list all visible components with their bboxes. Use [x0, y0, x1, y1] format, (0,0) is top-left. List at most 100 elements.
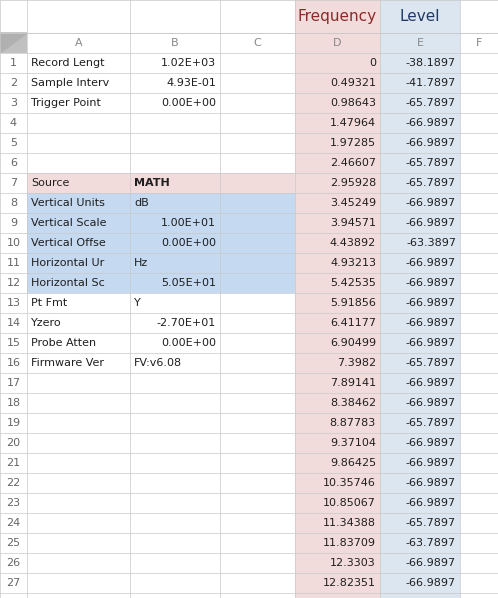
Text: 21: 21 [6, 458, 20, 468]
Text: -63.7897: -63.7897 [406, 538, 456, 548]
Text: 10.85067: 10.85067 [323, 498, 376, 508]
Text: 4.43892: 4.43892 [330, 238, 376, 248]
Text: 6: 6 [10, 158, 17, 168]
Bar [27, 233, 295, 253]
Bar [0, 33, 27, 53]
Text: 5.42535: 5.42535 [330, 278, 376, 288]
Text: 1.47964: 1.47964 [330, 118, 376, 128]
Text: Y: Y [134, 298, 141, 308]
Text: 2.95928: 2.95928 [330, 178, 376, 188]
Text: -65.7897: -65.7897 [406, 98, 456, 108]
Text: -66.9897: -66.9897 [406, 218, 456, 228]
Text: Probe Atten: Probe Atten [31, 338, 96, 348]
Text: Frequency: Frequency [298, 9, 377, 24]
Text: Horizontal Ur: Horizontal Ur [31, 258, 104, 268]
Text: 6.41177: 6.41177 [330, 318, 376, 328]
Text: 25: 25 [6, 538, 20, 548]
Text: 9.86425: 9.86425 [330, 458, 376, 468]
Text: 3: 3 [10, 98, 17, 108]
Text: 11: 11 [6, 258, 20, 268]
Text: Pt Fmt: Pt Fmt [31, 298, 67, 308]
Text: -66.9897: -66.9897 [406, 138, 456, 148]
Text: Vertical Units: Vertical Units [31, 198, 105, 208]
Text: 3.94571: 3.94571 [330, 218, 376, 228]
Text: 27: 27 [6, 578, 20, 588]
Text: 16: 16 [6, 358, 20, 368]
Text: -66.9897: -66.9897 [406, 298, 456, 308]
Text: -66.9897: -66.9897 [406, 258, 456, 268]
Text: 22: 22 [6, 478, 20, 488]
Text: 1.00E+01: 1.00E+01 [161, 218, 216, 228]
Text: 5.05E+01: 5.05E+01 [161, 278, 216, 288]
Text: B: B [171, 38, 179, 48]
Text: -66.9897: -66.9897 [406, 318, 456, 328]
Text: -66.9897: -66.9897 [406, 458, 456, 468]
Text: Level: Level [400, 9, 440, 24]
Text: FV:v6.08: FV:v6.08 [134, 358, 182, 368]
Text: 10.35746: 10.35746 [323, 478, 376, 488]
Text: -66.9897: -66.9897 [406, 578, 456, 588]
Text: 12: 12 [6, 278, 20, 288]
Bar [27, 193, 295, 213]
Text: Yzero: Yzero [31, 318, 62, 328]
Text: Trigger Point: Trigger Point [31, 98, 101, 108]
Text: 12.82351: 12.82351 [323, 578, 376, 588]
Text: 4: 4 [10, 118, 17, 128]
Text: 10: 10 [6, 238, 20, 248]
Text: -66.9897: -66.9897 [406, 278, 456, 288]
Text: MATH: MATH [134, 178, 170, 188]
Text: Hz: Hz [134, 258, 148, 268]
Text: 0.98643: 0.98643 [330, 98, 376, 108]
Text: 0: 0 [369, 58, 376, 68]
Text: -63.3897: -63.3897 [406, 238, 456, 248]
Text: 4.93E-01: 4.93E-01 [166, 78, 216, 88]
Text: -65.7897: -65.7897 [406, 158, 456, 168]
Text: -66.9897: -66.9897 [406, 498, 456, 508]
Text: -66.9897: -66.9897 [406, 338, 456, 348]
Text: 0.00E+00: 0.00E+00 [161, 238, 216, 248]
Bar [27, 213, 295, 233]
Text: -66.9897: -66.9897 [406, 378, 456, 388]
Text: 8: 8 [10, 198, 17, 208]
Text: -66.9897: -66.9897 [406, 558, 456, 568]
Text: Vertical Offse: Vertical Offse [31, 238, 106, 248]
Text: F: F [476, 38, 482, 48]
Text: 7.3982: 7.3982 [337, 358, 376, 368]
Text: 2.46607: 2.46607 [330, 158, 376, 168]
Bar [295, 0, 380, 598]
Text: Source: Source [31, 178, 69, 188]
Text: Horizontal Sc: Horizontal Sc [31, 278, 105, 288]
Text: -41.7897: -41.7897 [406, 78, 456, 88]
Text: 11.83709: 11.83709 [323, 538, 376, 548]
Text: -65.7897: -65.7897 [406, 358, 456, 368]
Text: 13: 13 [6, 298, 20, 308]
Text: 8.87783: 8.87783 [330, 418, 376, 428]
Text: 7: 7 [10, 178, 17, 188]
Text: -2.70E+01: -2.70E+01 [157, 318, 216, 328]
Text: 23: 23 [6, 498, 20, 508]
Text: 12.3303: 12.3303 [330, 558, 376, 568]
Text: 19: 19 [6, 418, 20, 428]
Text: 6.90499: 6.90499 [330, 338, 376, 348]
Text: 9.37104: 9.37104 [330, 438, 376, 448]
Text: C: C [253, 38, 261, 48]
Text: 26: 26 [6, 558, 20, 568]
Text: Sample Interv: Sample Interv [31, 78, 109, 88]
Text: 8.38462: 8.38462 [330, 398, 376, 408]
Text: 15: 15 [6, 338, 20, 348]
Text: 18: 18 [6, 398, 20, 408]
Text: 7.89141: 7.89141 [330, 378, 376, 388]
Text: A: A [75, 38, 82, 48]
Text: 2: 2 [10, 78, 17, 88]
Text: 1.97285: 1.97285 [330, 138, 376, 148]
Text: 1.02E+03: 1.02E+03 [161, 58, 216, 68]
Text: -66.9897: -66.9897 [406, 438, 456, 448]
Text: 1: 1 [10, 58, 17, 68]
Text: Vertical Scale: Vertical Scale [31, 218, 107, 228]
Text: D: D [333, 38, 342, 48]
Text: -66.9897: -66.9897 [406, 198, 456, 208]
Text: 5.91856: 5.91856 [330, 298, 376, 308]
Text: 3.45249: 3.45249 [330, 198, 376, 208]
Text: -38.1897: -38.1897 [406, 58, 456, 68]
Text: 14: 14 [6, 318, 20, 328]
